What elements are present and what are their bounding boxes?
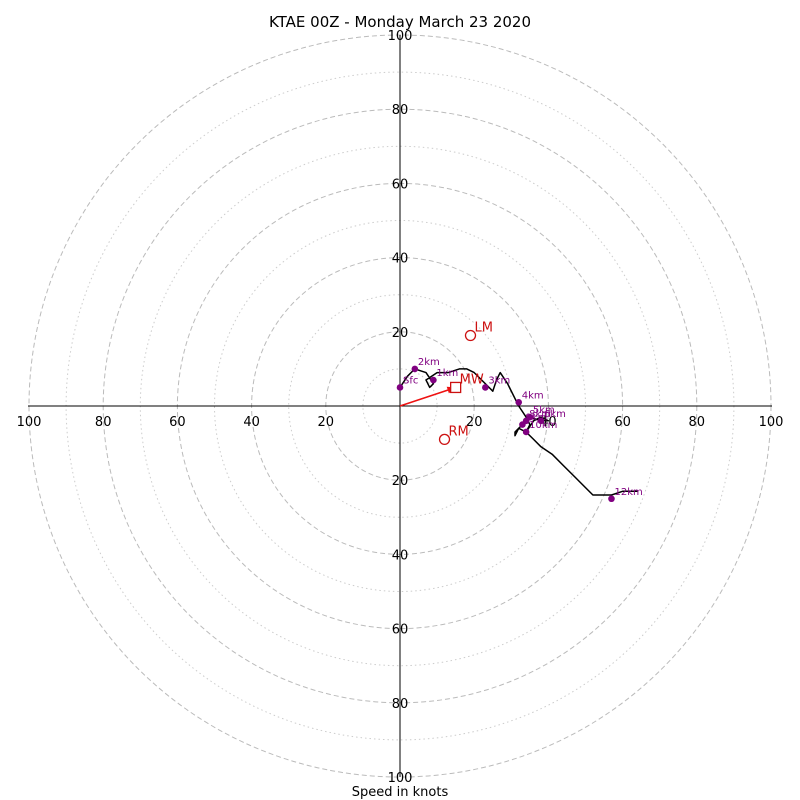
x-axis-label: Speed in knots bbox=[352, 785, 449, 800]
level-label-9km: 9km bbox=[525, 413, 547, 424]
storm-label-mw: MW bbox=[460, 372, 484, 387]
level-label-3km: 3km bbox=[488, 375, 510, 386]
level-label-2km: 2km bbox=[418, 357, 440, 368]
hodograph-line bbox=[399, 368, 638, 496]
level-marker-1km bbox=[430, 376, 437, 384]
tick-label-right-60: 60 bbox=[614, 415, 631, 430]
tick-label-left-60: 60 bbox=[169, 415, 186, 430]
level-marker-2km bbox=[411, 365, 419, 373]
tick-label-top-100: 100 bbox=[388, 29, 413, 44]
level-marker-10km bbox=[522, 428, 530, 436]
tick-label-top-40: 40 bbox=[392, 252, 409, 267]
tick-label-left-20: 20 bbox=[318, 415, 335, 430]
level-label-5km: 5km bbox=[533, 405, 555, 416]
mean-wind-vector-shaft bbox=[399, 386, 456, 407]
tick-label-right-100: 100 bbox=[759, 415, 784, 430]
tick-label-left-40: 40 bbox=[243, 415, 260, 430]
level-label-12km: 12km bbox=[614, 487, 642, 498]
storm-label-lm: LM bbox=[474, 321, 492, 336]
storm-marker-rm bbox=[438, 433, 451, 446]
tick-label-right-80: 80 bbox=[689, 415, 706, 430]
level-label-1km: 1km bbox=[436, 368, 458, 379]
hodograph-trace bbox=[399, 368, 638, 496]
level-label-8km: 8km bbox=[529, 409, 551, 420]
chart-title: KTAE 00Z - Monday March 23 2020 bbox=[269, 13, 531, 31]
level-marker-12km bbox=[608, 495, 615, 503]
tick-label-top-60: 60 bbox=[392, 177, 409, 192]
tick-label-bottom-60: 60 bbox=[392, 623, 409, 638]
storm-label-rm: RM bbox=[449, 424, 469, 439]
level-label-6km: 6km bbox=[544, 409, 566, 420]
tick-label-left-80: 80 bbox=[95, 415, 112, 430]
level-marker-4km bbox=[515, 398, 523, 406]
level-label-sfc: Sfc bbox=[403, 375, 418, 386]
storm-motion-markers: LM RM MW bbox=[438, 321, 493, 446]
level-label-4km: 4km bbox=[522, 390, 544, 401]
level-marker-3km bbox=[482, 384, 489, 391]
storm-marker-lm bbox=[464, 329, 477, 342]
tick-label-left-100: 100 bbox=[17, 415, 42, 430]
tick-label-bottom-100: 100 bbox=[388, 771, 413, 786]
level-marker-9km bbox=[519, 421, 526, 428]
tick-label-top-80: 80 bbox=[392, 103, 409, 118]
tick-label-bottom-20: 20 bbox=[392, 474, 409, 489]
tick-label-top-20: 20 bbox=[392, 326, 409, 341]
tick-label-bottom-40: 40 bbox=[392, 548, 409, 563]
level-label-10km: 10km bbox=[529, 420, 557, 431]
level-marker-6km bbox=[537, 417, 545, 425]
mean-wind-vector bbox=[399, 386, 456, 407]
tick-label-bottom-80: 80 bbox=[392, 697, 409, 712]
tick-label-right-20: 20 bbox=[466, 415, 483, 430]
storm-marker-mw bbox=[449, 381, 462, 394]
level-marker-sfc bbox=[396, 384, 404, 391]
